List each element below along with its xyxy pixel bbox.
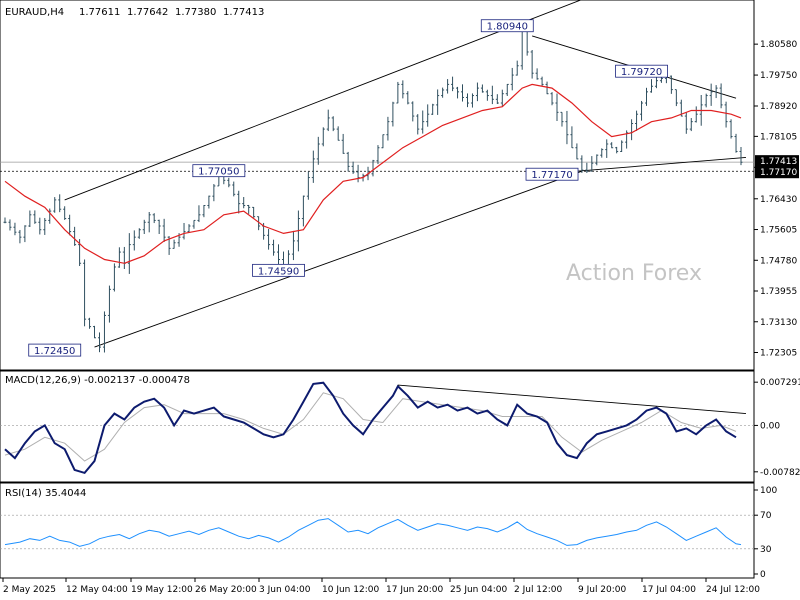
annotation-label: 1.79720 <box>621 67 662 78</box>
time-axis-label: 26 May 20:00 <box>195 585 257 595</box>
macd-line <box>4 381 737 475</box>
price-annotation: 1.77170 <box>525 167 579 181</box>
time-axis-label: 2 May 2025 <box>3 585 56 595</box>
price-axis-label: 1.73955 <box>760 287 797 297</box>
level-price-marker <box>755 166 799 179</box>
annotation-box <box>28 343 82 357</box>
rsi-series-group <box>0 514 754 550</box>
price-axis-label: 1.74780 <box>760 256 797 266</box>
time-axis-label: 12 May 04:00 <box>66 585 128 595</box>
annotation-box <box>252 263 305 277</box>
rsi-title: RSI(14) 35.4044 <box>5 488 86 499</box>
price-axis-label: 1.78920 <box>760 102 797 112</box>
time-axis-label: 17 Jun 20:00 <box>386 585 443 595</box>
time-axis-label: 25 Jun 04:00 <box>450 585 507 595</box>
trendline-channel-bottom <box>94 170 583 348</box>
annotation-label: 1.72450 <box>34 346 75 357</box>
ohlc-high: 1.77642 <box>127 7 168 18</box>
price-axis-label: 1.73130 <box>760 318 797 328</box>
time-axis-label: 2 Jul 12:00 <box>514 585 563 595</box>
macd-axis-label: -0.00782 <box>760 468 800 478</box>
macd-axis-label: 0.007291 <box>760 378 800 388</box>
time-axis-label: 17 Jul 04:00 <box>642 585 696 595</box>
price-axis-label: 1.79750 <box>760 71 797 81</box>
time-axis-label: 19 May 12:00 <box>131 585 193 595</box>
rsi-panel-frame <box>0 482 755 579</box>
annotation-label: 1.77050 <box>198 167 239 178</box>
annotation-label: 1.80940 <box>487 22 528 33</box>
price-axis-label: 1.76430 <box>760 195 797 205</box>
rsi-panel: RSI(14) 35.4044 <box>0 482 755 579</box>
price-panel: Action Forex EURAUD,H4 1.77611 1.77642 1… <box>0 0 755 371</box>
annotation-box <box>525 167 579 181</box>
macd-trendline <box>397 384 747 415</box>
price-series-group: 1.80940 1.79720 1.77050 1.77170 1.74590 1.724… <box>0 0 754 357</box>
axes-group: 1.805801.797501.789201.781051.772751.764… <box>2 40 800 595</box>
ohlc-close: 1.77413 <box>223 7 264 18</box>
time-axis-label: 24 Jul 12:00 <box>706 585 760 595</box>
annotation-box <box>192 164 246 178</box>
price-annotation: 1.77050 <box>192 164 246 178</box>
chart-watermark: Action Forex <box>566 261 702 286</box>
trendline-neckline <box>576 156 747 172</box>
ohlc-low: 1.77380 <box>175 7 216 18</box>
price-axis-label: 1.72305 <box>760 348 797 358</box>
last-price-marker-label: 1.77413 <box>760 157 797 167</box>
macd-series-group <box>0 381 754 475</box>
price-axis-label: 1.78105 <box>760 132 797 142</box>
time-axis-label: 9 Jul 20:00 <box>578 585 627 595</box>
annotation-label: 1.77170 <box>531 170 572 181</box>
symbol-label: EURAUD,H4 <box>5 7 64 18</box>
time-axis-label: 3 Jun 04:00 <box>259 585 311 595</box>
price-panel-frame <box>0 0 755 371</box>
annotation-box <box>615 64 668 78</box>
time-axis-label: 10 Jun 12:00 <box>322 585 379 595</box>
annotation-box <box>480 19 534 33</box>
macd-title: MACD(12,26,9) -0.002137 -0.000478 <box>5 375 190 386</box>
last-price-marker <box>755 155 799 168</box>
price-annotation: 1.72450 <box>28 343 82 357</box>
price-annotation: 1.79720 <box>615 64 668 78</box>
rsi-line <box>4 518 742 547</box>
moving-average-line <box>4 83 742 264</box>
price-annotation: 1.74590 <box>252 263 305 277</box>
level-price-marker-label: 1.77170 <box>760 168 797 178</box>
rsi-axis-label: 0 <box>760 570 766 580</box>
macd-axis-label: 0.00 <box>760 421 780 431</box>
price-axis-label: 1.75605 <box>760 226 797 236</box>
rsi-axis-label: 70 <box>760 511 772 521</box>
rsi-axis-label: 30 <box>760 545 772 555</box>
price-axis-label: 1.80580 <box>760 40 797 50</box>
macd-panel-frame <box>0 370 755 483</box>
annotation-label: 1.74590 <box>258 266 299 277</box>
price-annotation: 1.80940 <box>480 19 534 33</box>
macd-panel: MACD(12,26,9) -0.002137 -0.000478 <box>0 370 755 483</box>
rsi-axis-label: 100 <box>760 486 777 496</box>
ohlc-open: 1.77611 <box>79 7 120 18</box>
